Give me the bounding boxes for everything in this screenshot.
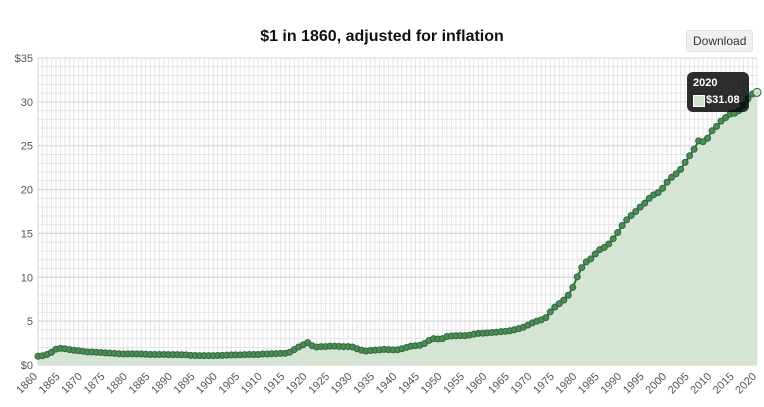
download-button[interactable]: Download [686, 30, 754, 52]
data-point[interactable] [654, 189, 662, 197]
data-point[interactable] [609, 235, 617, 243]
area-fill [38, 92, 757, 365]
x-tick-label: 1910 [239, 371, 265, 397]
x-tick-label: 1930 [329, 371, 355, 397]
data-point[interactable] [681, 158, 689, 166]
data-point[interactable] [591, 250, 599, 258]
hover-tooltip: 2020 $31.08 [687, 72, 749, 112]
data-point[interactable] [573, 273, 581, 281]
data-point[interactable] [690, 145, 698, 153]
data-point[interactable] [645, 194, 653, 202]
x-tick-label: 2010 [688, 371, 714, 397]
data-point[interactable] [600, 243, 608, 251]
x-tick-label: 1890 [149, 371, 175, 397]
x-tick-label: 1980 [554, 371, 580, 397]
data-point[interactable] [614, 229, 622, 237]
data-point[interactable] [663, 178, 671, 186]
x-tick-label: 1925 [306, 371, 332, 397]
data-point[interactable] [623, 216, 631, 224]
x-tick-label: 1940 [374, 371, 400, 397]
data-point[interactable] [587, 255, 595, 263]
x-tick-label: 1975 [531, 371, 557, 397]
data-point[interactable] [641, 199, 649, 207]
x-tick-label: 1880 [104, 371, 130, 397]
x-tick-label: 2000 [643, 371, 669, 397]
data-point[interactable] [672, 170, 680, 178]
area-fill-shape [38, 92, 757, 365]
data-point[interactable] [546, 308, 554, 316]
y-tick-label: 5 [27, 316, 33, 328]
data-point[interactable] [605, 240, 613, 248]
data-point[interactable] [722, 114, 730, 122]
x-tick-label: 1970 [509, 371, 535, 397]
x-tick-label: 1945 [396, 371, 422, 397]
data-point[interactable] [564, 291, 572, 299]
x-tick-label: 1885 [127, 371, 153, 397]
x-tick-label: 2005 [666, 371, 692, 397]
x-tick-label: 1920 [284, 371, 310, 397]
x-tick-label: 2015 [711, 371, 737, 397]
data-point[interactable] [686, 152, 694, 160]
y-tick-label: 15 [21, 228, 33, 240]
data-point[interactable] [627, 211, 635, 219]
data-point[interactable] [560, 296, 568, 304]
x-tick-label: 1915 [261, 371, 287, 397]
x-tick-label: 1935 [351, 371, 377, 397]
data-point[interactable] [704, 134, 712, 142]
data-point[interactable] [659, 184, 667, 192]
x-tick-label: 1900 [194, 371, 220, 397]
x-tick-label: 1950 [419, 371, 445, 397]
x-tick-label: 1865 [37, 371, 63, 397]
data-point[interactable] [636, 203, 644, 211]
x-tick-label: 1955 [441, 371, 467, 397]
data-point[interactable] [699, 138, 707, 146]
y-axis-tick-labels: $0 5 10 15 20 25 30 $35 [15, 53, 33, 372]
x-tick-label: 1895 [172, 371, 198, 397]
x-tick-label: 1995 [621, 371, 647, 397]
data-point[interactable] [542, 314, 550, 322]
y-tick-label: $35 [15, 53, 33, 65]
data-point[interactable] [677, 165, 685, 173]
y-tick-label: $0 [21, 360, 33, 372]
y-tick-label: 25 [21, 141, 33, 153]
y-tick-label: 30 [21, 97, 33, 109]
data-point[interactable] [632, 208, 640, 215]
data-points[interactable] [34, 87, 762, 360]
tooltip-value: $31.08 [706, 94, 740, 106]
x-tick-label: 1985 [576, 371, 602, 397]
x-tick-label: 1905 [217, 371, 243, 397]
data-point[interactable] [555, 300, 563, 308]
x-tick-label: 2020 [733, 371, 759, 397]
data-point[interactable] [618, 222, 626, 230]
x-tick-label: 1990 [599, 371, 625, 397]
data-point[interactable] [717, 117, 725, 125]
data-point[interactable] [578, 264, 586, 272]
x-tick-label: 1960 [464, 371, 490, 397]
tooltip-color-swatch [693, 95, 705, 107]
x-tick-label: 1860 [14, 371, 40, 397]
data-point[interactable] [551, 303, 559, 311]
x-axis-tick-labels: 1860186518701875188018851890189519001905… [14, 371, 759, 397]
data-point[interactable] [713, 122, 721, 130]
data-point[interactable] [752, 87, 762, 97]
x-tick-label: 1870 [59, 371, 85, 397]
y-tick-label: 10 [21, 272, 33, 284]
chart-title: $1 in 1860, adjusted for inflation [260, 28, 504, 45]
data-point[interactable] [708, 127, 716, 135]
x-tick-label: 1965 [486, 371, 512, 397]
data-point[interactable] [668, 173, 676, 181]
x-tick-label: 1875 [82, 371, 108, 397]
y-tick-label: 20 [21, 185, 33, 197]
data-point[interactable] [569, 283, 577, 291]
tooltip-year: 2020 [693, 77, 718, 89]
